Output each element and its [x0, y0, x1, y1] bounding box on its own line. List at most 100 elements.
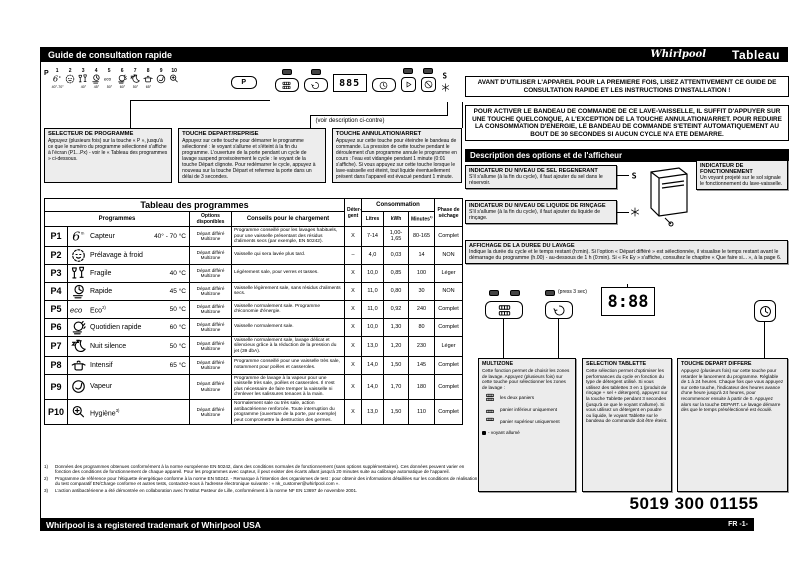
salt-indicator-box: INDICATEUR DU NIVEAU DE SEL REGENERANT S… [465, 165, 617, 189]
litres-cell: 11,0 [361, 281, 384, 301]
litres-cell: 13,0 [361, 335, 384, 357]
tablet-selection-body: Cette sélection permet d'optimiser les p… [586, 368, 668, 424]
kwh-cell: 1,30 [383, 317, 409, 337]
whirlpool-logo: Whirlpool [650, 49, 707, 60]
detergent-cell: X [344, 263, 362, 283]
trademark-text: Whirlpool is a registered trademark of W… [46, 519, 261, 530]
program-strip-number: 8 [146, 68, 150, 74]
program-strip-number: 10 [171, 68, 177, 74]
minutes-cell: 110 [407, 398, 436, 426]
detergent-cell: X [344, 226, 362, 247]
connector-line [310, 115, 448, 116]
conseil-cell: Normalement sale ou très sale, action an… [231, 398, 345, 426]
program-temp: 65 °C [169, 361, 186, 369]
option-label: Multizone [200, 255, 221, 261]
tablet-button [545, 301, 573, 319]
press-3-sec-note: (press 3 sec) [558, 289, 587, 295]
program-cell: eco Eco2) 50 °C [67, 299, 190, 319]
cancel-icon [424, 80, 433, 89]
connector-line [617, 175, 629, 176]
options-cell: Départ différé Multizone [189, 398, 232, 426]
options-cell: Départ différé Multizone [189, 263, 232, 283]
connector-line [462, 102, 463, 128]
footnote-mark: 3) [44, 487, 49, 493]
basket-lower-icon [482, 405, 498, 414]
program-strip-temp: 40° [80, 84, 86, 89]
multizone-item-label: les deux paniers [500, 395, 535, 401]
multizone-button [274, 78, 299, 92]
phase-cell: Complet [434, 355, 464, 375]
program-strip-number: 1 [55, 68, 59, 74]
nuit-icon [130, 74, 141, 84]
program-cell: Rapide 45 °C [67, 281, 190, 301]
kwh-cell: 0,85 [383, 263, 409, 283]
option-label: Multizone [200, 309, 221, 315]
salt-indicator-icon: S [441, 71, 450, 81]
program-strip-item: 3 40° [77, 68, 90, 89]
tablet-led [545, 290, 555, 296]
delay-button [371, 78, 396, 92]
fragile-icon [70, 266, 87, 281]
col-litres: Litres [361, 211, 384, 227]
detergent-cell: X [344, 299, 362, 319]
options-cell: Départ différé Multizone [189, 281, 232, 301]
kwh-cell: 1,20 [383, 335, 409, 357]
vapeur-icon [70, 379, 87, 394]
svg-text:S: S [442, 72, 447, 81]
svg-text:eco: eco [70, 305, 82, 314]
phase-cell: NON [434, 281, 464, 301]
program-number: P2 [44, 245, 68, 265]
intensif-icon [70, 358, 87, 373]
option-label: Départ différé [196, 381, 225, 387]
options-cell: Départ différé Multizone [189, 317, 232, 337]
conseil-cell: Programme conseillé pour les lavages hab… [231, 226, 345, 247]
tablet-button [303, 78, 328, 92]
conseil-cell: Vaisselle normalement sale. [231, 317, 345, 337]
program-name: Fragile [90, 269, 112, 277]
phase-cell: Complet [434, 317, 464, 337]
delay-button [754, 300, 776, 322]
phase-cell: Léger [434, 335, 464, 357]
table-row: P4 Rapide 45 °C Départ différé Multizone Vais… [44, 281, 464, 301]
col-phase: Phase de séchage [434, 198, 464, 227]
multizone-item: panier supérieur uniquement [482, 417, 572, 426]
option-label: Départ différé [196, 267, 225, 273]
multizone-title: MULTIZONE [482, 361, 514, 367]
program-cell: Fragile 40 °C [67, 263, 190, 283]
kwh-cell: 0,80 [383, 281, 409, 301]
start-button [400, 77, 416, 92]
baskets-icon [282, 81, 291, 90]
connector-line [447, 102, 448, 115]
play-icon [404, 80, 413, 89]
table-row: P7 Nuit silence 50 °C Départ différé Multizo… [44, 335, 464, 357]
salt-symbol-icon: S [630, 170, 640, 180]
program-name: Vapeur [90, 383, 113, 391]
program-name: Eco2) [90, 305, 106, 315]
kwh-cell: 1,70 [383, 373, 409, 400]
rapide-icon [70, 284, 87, 299]
program-strip-number: 3 [81, 68, 85, 74]
rapide-icon [91, 74, 101, 84]
running-indicator-box: INDICATEUR DE FONCTIONNEMENT Un voyant p… [696, 160, 788, 190]
program-strip-item: 8 65° [142, 68, 155, 89]
option-label: Multizone [200, 412, 221, 418]
option-label: Départ différé [196, 230, 225, 236]
program-number: P3 [44, 263, 68, 283]
program-number: P8 [44, 355, 68, 375]
program-strip-item: 2 [64, 68, 77, 89]
multizone-items: les deux paniers panier inférieur uniquem… [482, 393, 572, 426]
col-kwh: kWh [383, 211, 409, 227]
callout-title: TOUCHE ANNULATION/ARRET [335, 131, 422, 137]
callout-body: Appuyez sur cette touche pour éteindre l… [335, 138, 457, 180]
basket-both-icon [482, 393, 498, 402]
header-bar: Guide de consultation rapide Whirlpool T… [40, 47, 788, 62]
time-display-body: Indique la durée du cycle et le temps re… [469, 249, 782, 261]
start-led [403, 68, 414, 74]
program-number: P9 [44, 373, 68, 400]
option-label: Départ différé [196, 340, 225, 346]
